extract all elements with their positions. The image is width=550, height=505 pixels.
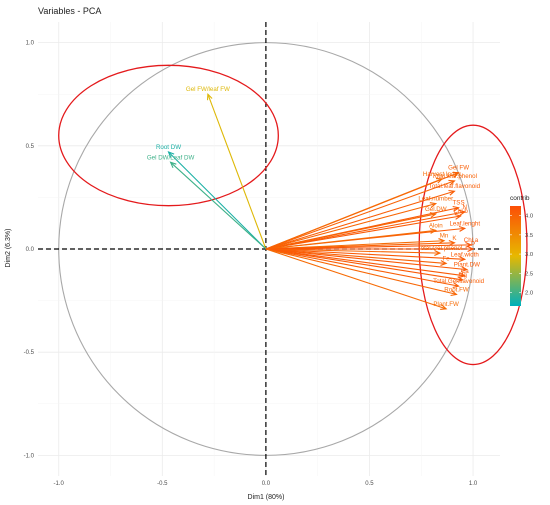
chart-title: Variables - PCA — [38, 6, 101, 16]
variable-arrow — [265, 228, 438, 250]
legend-tick-label: 4.0 — [525, 214, 533, 220]
variable-label: P — [471, 241, 475, 248]
variable-arrow — [265, 209, 467, 250]
variable-arrows — [167, 92, 475, 310]
variable-label: Leaf.width — [451, 251, 480, 258]
variable-labels: Gel FW/leaf FW Root DW Gel DW/Leaf DW Gel F… — [147, 86, 485, 308]
variable-label: Gel FW/leaf FW — [186, 86, 230, 93]
variable-label: Root.FW — [444, 286, 469, 293]
variable-label: Harvest Index — [423, 171, 462, 178]
variable-label: N — [463, 204, 467, 211]
axis-ticks: -1.0 -0.5 0.0 0.5 1.0 -1.0 -0.5 0.0 0.5 1.0 — [24, 41, 478, 487]
contrib-legend: contrib 2.0 2.5 3.0 3.5 4.0 — [510, 195, 533, 306]
variable-arrow — [265, 248, 467, 262]
variable-arrow — [265, 246, 475, 252]
variable-arrow — [265, 248, 442, 256]
variable-arrow — [265, 178, 444, 250]
x-tick-label: 0.0 — [262, 481, 271, 487]
highlight-ellipses — [58, 64, 528, 366]
y-tick-label: 1.0 — [26, 41, 35, 47]
variable-arrow — [265, 213, 462, 250]
variable-label: Total.leaf.phenol — [432, 173, 477, 180]
variable-label: Chl.a — [464, 237, 479, 244]
variable-label: K — [452, 235, 457, 242]
variable-arrow — [169, 161, 267, 250]
legend-tick-label: 2.5 — [525, 271, 533, 277]
variable-arrow — [167, 151, 267, 250]
variable-arrow — [265, 248, 448, 310]
variable-arrow — [265, 179, 456, 250]
x-tick-label: -1.0 — [54, 481, 65, 487]
legend-tick-label: 3.0 — [525, 252, 533, 258]
variable-label: Plant.FW — [433, 301, 459, 308]
y-tick-label: 0.0 — [26, 247, 35, 253]
variable-label: Total.Gel.flavonoid — [433, 278, 484, 285]
x-axis-label: Dim1 (80%) — [248, 494, 285, 501]
variable-label: Gel DW/Leaf DW — [147, 154, 195, 161]
variable-label: Total.Gel.phenol — [418, 245, 463, 252]
x-tick-label: 1.0 — [469, 481, 478, 487]
variable-arrow — [265, 212, 438, 250]
variable-arrow — [206, 92, 267, 250]
variable-label: TSS — [453, 200, 465, 207]
y-tick-label: 0.5 — [26, 144, 35, 150]
variable-label: Ca — [461, 268, 469, 275]
variable-arrow — [265, 248, 467, 279]
highlight-ellipse-0 — [58, 64, 279, 207]
variable-arrow — [265, 242, 473, 250]
variable-label: Mn — [440, 233, 449, 240]
legend-tick-label: 2.0 — [525, 291, 533, 297]
variable-arrow — [265, 248, 465, 283]
y-axis-label: Dim2 (6.3%) — [5, 229, 12, 268]
variable-label: Mg — [458, 272, 467, 279]
x-tick-label: -0.5 — [157, 481, 168, 487]
variable-arrow — [265, 248, 460, 289]
legend-tick-label: 3.5 — [525, 233, 533, 239]
variable-label: Total.leaf.flavonoid — [429, 183, 481, 190]
variable-label: Gel.DW — [425, 206, 447, 213]
legend-title: contrib — [510, 195, 530, 202]
variable-label: Chl.b — [453, 208, 468, 215]
legend-colorbar — [510, 206, 521, 306]
highlight-ellipse-1 — [418, 124, 528, 366]
variable-arrow — [265, 248, 458, 297]
x-tick-label: 0.5 — [365, 481, 374, 487]
variable-arrow — [265, 189, 456, 250]
variable-label: Leaf.number — [418, 196, 453, 203]
variable-label: Fe — [443, 255, 451, 262]
variable-label: Plant.DW — [454, 262, 480, 269]
variable-arrow — [265, 248, 448, 266]
variable-label: Gel FW — [448, 165, 469, 172]
variable-label: Aloin — [429, 222, 443, 229]
variable-arrow — [265, 202, 438, 250]
variable-label: Leaf.lenght — [449, 220, 480, 227]
variable-label: Root DW — [156, 144, 181, 151]
y-tick-label: -1.0 — [24, 453, 35, 459]
variable-arrow — [265, 248, 469, 273]
y-tick-label: -0.5 — [24, 350, 35, 356]
